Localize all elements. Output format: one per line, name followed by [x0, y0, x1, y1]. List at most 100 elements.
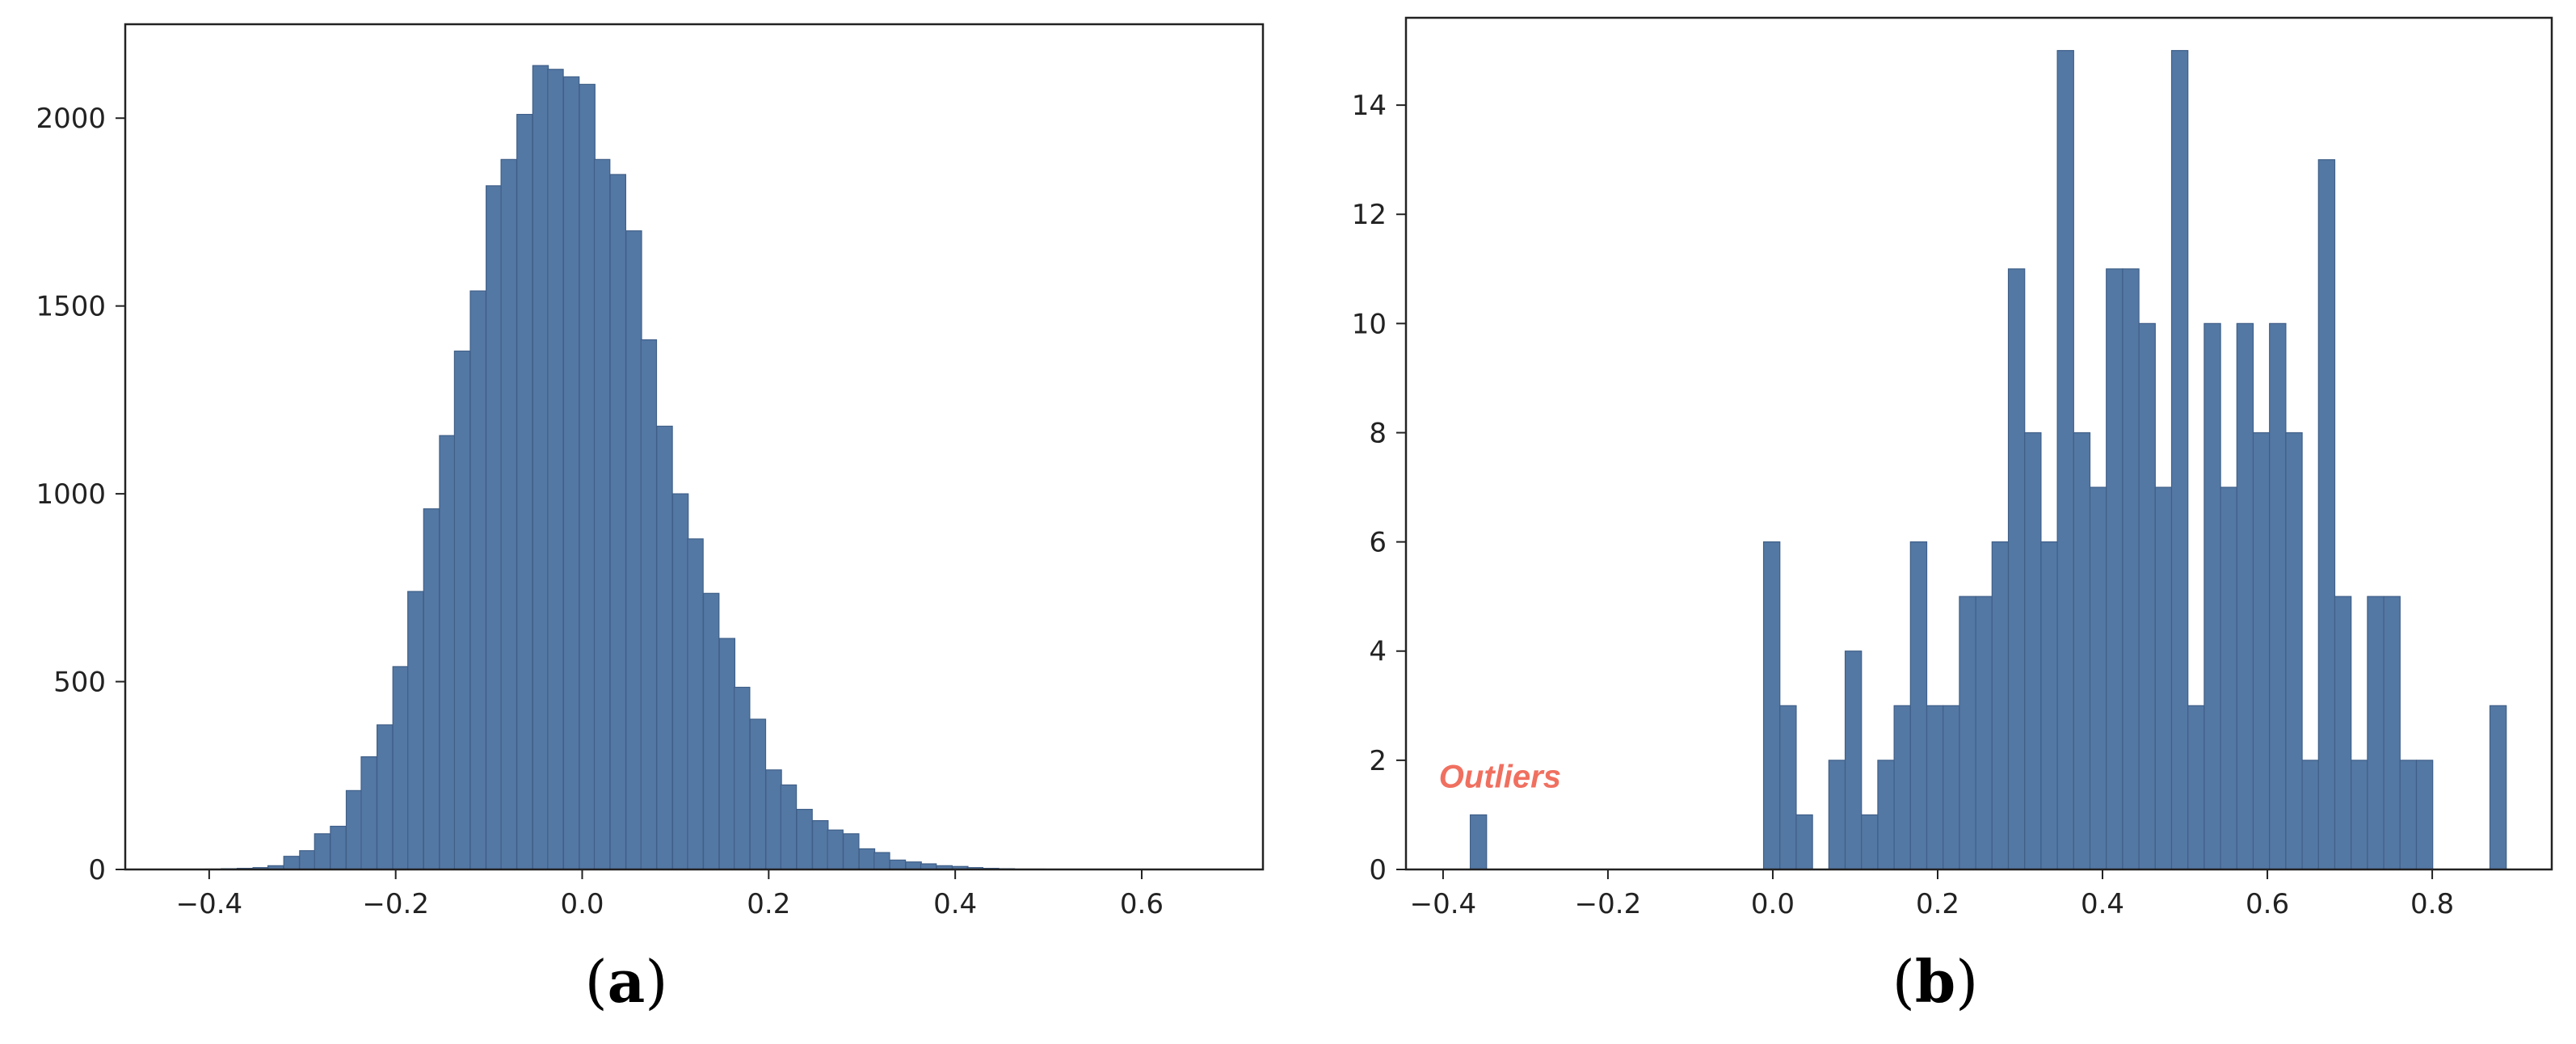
histogram-bar	[562, 76, 580, 870]
histogram-bar	[1469, 814, 1488, 870]
histogram-bar	[2089, 486, 2107, 870]
histogram-bar	[2317, 159, 2336, 870]
histogram-bar	[1844, 650, 1863, 870]
histogram-bar	[718, 638, 736, 870]
histogram-bar	[843, 833, 860, 870]
histogram-bar	[1943, 705, 1960, 870]
histogram-bar	[625, 230, 642, 870]
histogram-bar	[1828, 760, 1846, 870]
histogram-bar	[858, 848, 876, 870]
histogram-bar	[532, 65, 549, 870]
histogram-bar	[2138, 322, 2156, 870]
x-tick-label: −0.4	[176, 888, 243, 920]
bars-b	[1469, 49, 2507, 870]
ticks-b: −0.4 −0.2 0.0 0.2 0.4 0.6 0.8 0 2 4 6 8 10 12 14	[1352, 90, 2454, 920]
histogram-bar	[423, 508, 440, 870]
histogram-bar	[1975, 596, 1993, 870]
axes-frame-a	[124, 23, 1265, 871]
y-tick-label: 14	[1352, 90, 1387, 122]
histogram-bar	[2236, 322, 2254, 870]
ticks-a: −0.4 −0.2 0.0 0.2 0.4 0.6 0 500 1000 1500 2000	[36, 103, 1164, 920]
histogram-bar	[1909, 541, 1928, 870]
histogram-bar	[360, 756, 377, 870]
histogram-bar	[2187, 705, 2205, 870]
histogram-bar	[827, 829, 844, 870]
x-tick-label: 0.2	[1916, 888, 1959, 920]
x-tick-label: 0.2	[747, 888, 790, 920]
histogram-bar	[873, 852, 890, 870]
histogram-bar	[299, 850, 316, 870]
x-tick-label: 0.0	[560, 888, 604, 920]
histogram-bar	[671, 493, 689, 870]
y-tick-label: 6	[1369, 527, 1387, 559]
x-tick-label: 0.0	[1751, 888, 1795, 920]
histogram-bar	[796, 809, 813, 870]
histogram-bar	[330, 825, 347, 870]
histogram-bar	[345, 789, 363, 870]
y-tick-label: 8	[1369, 417, 1387, 449]
x-tick-label: 0.4	[933, 888, 977, 920]
histogram-bar	[1893, 705, 1911, 870]
histogram-bar	[500, 158, 517, 870]
histogram-bar	[2367, 596, 2384, 870]
histogram-bar	[2269, 322, 2287, 870]
y-tick-label: 1500	[36, 291, 106, 323]
x-tick-label: −0.2	[1575, 888, 1642, 920]
histogram-bar	[889, 859, 907, 870]
histogram-bar	[377, 724, 394, 870]
histogram-bar	[392, 666, 410, 870]
histogram-bar	[1877, 760, 1895, 870]
histogram-bar	[2351, 760, 2368, 870]
histogram-bar	[516, 113, 533, 870]
histogram-bar	[579, 83, 596, 870]
y-tick-label: 500	[53, 667, 106, 699]
y-tick-label: 4	[1369, 636, 1387, 668]
histogram-bar	[453, 350, 471, 870]
histogram-panel-a: −0.4 −0.2 0.0 0.2 0.4 0.6 0 500 1000 1500 2000 (a)	[36, 23, 1265, 1016]
histogram-bar	[1762, 541, 1781, 870]
histogram-bar	[811, 819, 829, 870]
x-tick-label: −0.4	[1410, 888, 1477, 920]
bars-a	[204, 65, 1046, 870]
x-tick-label: 0.8	[2410, 888, 2454, 920]
histogram-bar	[439, 435, 456, 870]
y-tick-label: 10	[1352, 308, 1387, 340]
y-tick-label: 1000	[36, 478, 106, 511]
y-tick-label: 0	[1369, 854, 1387, 886]
histogram-bar	[1779, 705, 1797, 870]
histogram-bar	[593, 158, 611, 870]
histogram-bar	[780, 784, 798, 870]
histogram-bar	[2154, 486, 2173, 870]
histogram-bar	[2024, 431, 2042, 870]
histogram-bar	[486, 185, 503, 870]
histogram-bar	[2122, 268, 2140, 870]
y-tick-label: 2	[1369, 745, 1387, 777]
histogram-bar	[749, 718, 767, 870]
x-tick-label: 0.6	[1120, 888, 1164, 920]
histogram-bar	[2056, 49, 2074, 870]
histogram-bar	[2007, 268, 2026, 870]
x-tick-label: 0.6	[2246, 888, 2289, 920]
histogram-bar	[1926, 705, 1944, 870]
histogram-bar	[2106, 268, 2124, 870]
histogram-bar	[2252, 431, 2271, 870]
y-tick-label: 2000	[36, 103, 106, 135]
histogram-bar	[1861, 814, 1879, 870]
histogram-bar	[1991, 541, 2010, 870]
histogram-bar	[905, 861, 922, 870]
histogram-bar	[2285, 431, 2303, 870]
histogram-bar	[407, 591, 424, 870]
histogram-bar	[734, 686, 751, 870]
histogram-bar	[314, 833, 331, 870]
histogram-bar	[547, 69, 564, 870]
histogram-bar	[2383, 596, 2401, 870]
histogram-bar	[702, 592, 720, 870]
annotations-b: Outliers	[1439, 760, 1561, 795]
histogram-bar	[1959, 596, 1976, 870]
x-tick-label: 0.4	[2081, 888, 2124, 920]
panel-label-b: (b)	[1892, 947, 1979, 1016]
histogram-bar	[765, 769, 782, 870]
histogram-bar	[469, 290, 486, 870]
histogram-bar	[2415, 760, 2434, 870]
